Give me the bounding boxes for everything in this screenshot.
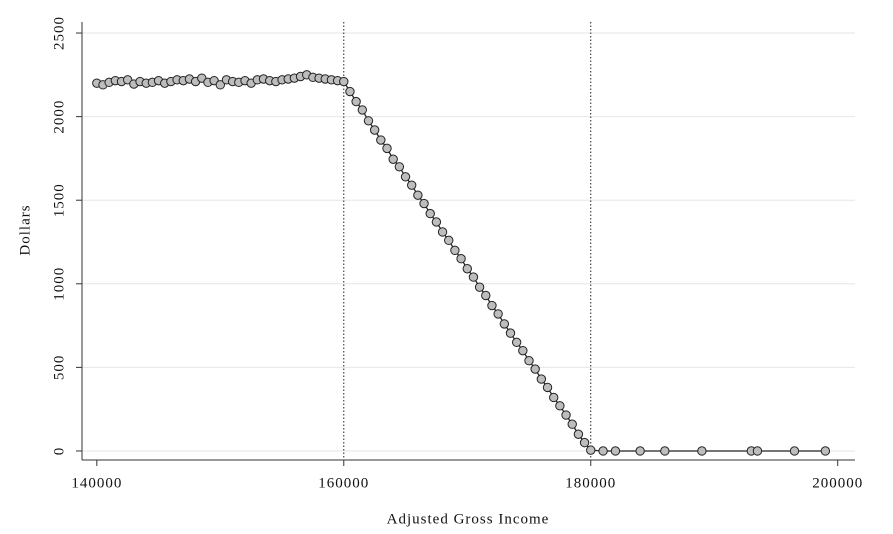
- data-point: [542, 382, 553, 393]
- y-tick-label: 500: [51, 355, 67, 381]
- data-point: [518, 345, 528, 356]
- data-point: [481, 290, 491, 301]
- data-point: [586, 445, 596, 455]
- data-point: [487, 300, 497, 311]
- data-point: [610, 446, 621, 456]
- data-point: [394, 162, 405, 172]
- data-point: [493, 309, 503, 319]
- data-point: [598, 446, 608, 456]
- data-point: [635, 446, 645, 456]
- data-point: [357, 105, 368, 115]
- data-point: [450, 245, 460, 256]
- x-tick-label: 140000: [71, 475, 122, 491]
- data-point: [573, 429, 584, 439]
- data-point: [351, 96, 361, 107]
- data-point: [339, 76, 349, 87]
- data-point: [511, 337, 522, 348]
- data-point: [530, 364, 540, 374]
- data-point: [382, 143, 392, 154]
- data-point: [369, 125, 380, 135]
- x-axis-label: Adjusted Gross Income: [387, 511, 550, 527]
- data-point: [413, 190, 423, 200]
- data-point: [567, 419, 577, 429]
- data-point: [660, 446, 670, 456]
- data-point: [536, 374, 547, 384]
- data-point: [345, 86, 355, 97]
- data-point: [752, 446, 763, 456]
- y-tick-label: 0: [51, 447, 67, 456]
- data-point: [499, 319, 510, 329]
- data-point: [579, 437, 590, 448]
- y-tick-label: 1500: [51, 183, 67, 217]
- data-point: [561, 410, 571, 420]
- data-point: [215, 80, 226, 90]
- data-point: [549, 392, 559, 403]
- data-point: [555, 401, 565, 411]
- data-point: [462, 264, 472, 274]
- data-point: [468, 272, 479, 282]
- data-point: [419, 198, 429, 209]
- data-point: [437, 227, 448, 237]
- y-tick-label: 1000: [51, 267, 67, 301]
- data-point: [789, 446, 800, 456]
- data-point: [400, 172, 411, 182]
- data-point: [505, 328, 516, 338]
- data-point: [444, 235, 454, 246]
- y-tick-label: 2000: [51, 100, 67, 134]
- x-tick-label: 200000: [812, 475, 863, 491]
- data-point: [456, 254, 466, 264]
- data-point: [697, 446, 707, 456]
- data-point: [388, 154, 398, 164]
- data-point: [425, 208, 435, 219]
- x-tick-label: 160000: [318, 475, 369, 491]
- data-point: [376, 135, 386, 145]
- data-point: [474, 282, 485, 292]
- y-tick-label: 2500: [51, 16, 67, 50]
- data-point: [820, 446, 831, 456]
- data-point: [363, 116, 374, 126]
- data-point: [431, 217, 442, 227]
- data-point: [406, 180, 417, 190]
- x-tick-label: 180000: [565, 475, 616, 491]
- y-axis-label: Dollars: [17, 204, 33, 255]
- data-point: [524, 355, 534, 366]
